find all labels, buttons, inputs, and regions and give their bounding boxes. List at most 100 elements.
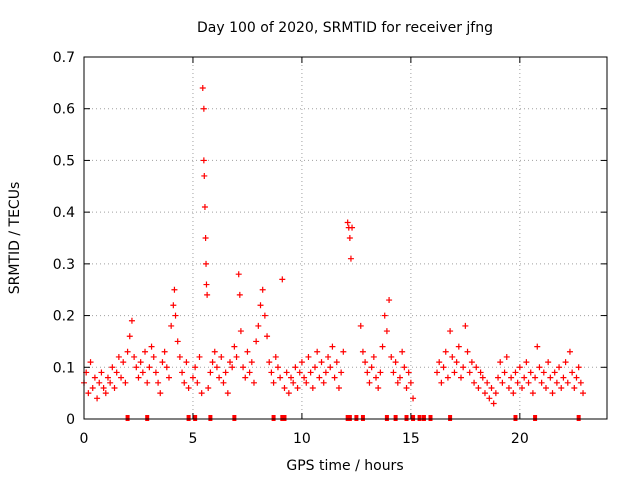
data-point [362, 359, 369, 366]
zero-marker [354, 415, 359, 421]
data-point [174, 338, 181, 345]
data-point [135, 374, 142, 381]
data-point [288, 374, 295, 381]
data-point [181, 379, 188, 386]
data-point [128, 317, 135, 324]
zero-marker [193, 415, 198, 421]
data-point [477, 369, 484, 376]
data-point [305, 353, 312, 360]
data-point [335, 384, 342, 391]
data-point [309, 384, 316, 391]
data-point [447, 328, 454, 335]
data-point [523, 359, 530, 366]
data-point [501, 369, 508, 376]
data-point [246, 369, 253, 376]
data-point [327, 364, 334, 371]
data-point [320, 379, 327, 386]
data-point [85, 390, 92, 397]
data-point [285, 390, 292, 397]
data-point [165, 374, 172, 381]
data-point [205, 384, 212, 391]
data-point [111, 384, 118, 391]
data-point [98, 369, 105, 376]
axis-ticks [83, 56, 607, 420]
y-tick-label: 0.1 [53, 360, 75, 376]
data-point [307, 369, 314, 376]
data-point [386, 297, 393, 304]
data-point [107, 379, 114, 386]
data-point [499, 379, 506, 386]
data-point [283, 369, 290, 376]
data-point [392, 359, 399, 366]
data-point [253, 338, 260, 345]
zero-marker [232, 415, 237, 421]
data-point [146, 364, 153, 371]
zero-marker [421, 415, 426, 421]
data-point [462, 322, 469, 329]
data-point [152, 369, 159, 376]
x-axis-label: GPS time / hours [286, 458, 403, 474]
data-point [199, 85, 206, 92]
zero-marker [271, 415, 276, 421]
zero-marker [513, 415, 518, 421]
zero-marker [347, 415, 352, 421]
data-point [497, 359, 504, 366]
data-point [237, 328, 244, 335]
zero-markers [125, 415, 581, 421]
zero-marker [428, 415, 433, 421]
data-point [344, 219, 351, 226]
data-point [396, 374, 403, 381]
data-point [231, 343, 238, 350]
data-point [316, 374, 323, 381]
data-point [486, 395, 493, 402]
data-point [122, 379, 129, 386]
data-point [468, 359, 475, 366]
data-point [329, 343, 336, 350]
data-point [403, 384, 410, 391]
data-point [91, 374, 98, 381]
data-point [383, 328, 390, 335]
data-point [532, 374, 539, 381]
y-tick-labels: 0 0.1 0.2 0.3 0.4 0.5 0.6 0.7 [53, 50, 75, 428]
data-point [298, 359, 305, 366]
data-point [490, 400, 497, 407]
data-point [475, 384, 482, 391]
data-point [562, 359, 569, 366]
data-point [434, 369, 441, 376]
data-point [399, 348, 406, 355]
data-point [492, 390, 499, 397]
data-point [495, 374, 502, 381]
data-point [259, 286, 266, 293]
y-tick-label: 0.6 [53, 102, 75, 118]
data-point [564, 379, 571, 386]
zero-marker [393, 415, 398, 421]
data-point [194, 379, 201, 386]
data-point [109, 364, 116, 371]
data-point [192, 364, 199, 371]
data-point [575, 364, 582, 371]
data-point [137, 359, 144, 366]
data-point [115, 353, 122, 360]
data-point [394, 379, 401, 386]
data-point [87, 359, 94, 366]
data-point [157, 390, 164, 397]
data-point [314, 348, 321, 355]
data-point [200, 157, 207, 164]
data-point [266, 359, 273, 366]
data-point [96, 379, 103, 386]
data-point [159, 359, 166, 366]
data-point [161, 348, 168, 355]
data-point [457, 374, 464, 381]
data-point [203, 260, 210, 267]
data-point [220, 379, 227, 386]
data-point [168, 322, 175, 329]
data-point [464, 348, 471, 355]
zero-marker [280, 415, 285, 421]
data-point [438, 379, 445, 386]
data-point [442, 348, 449, 355]
data-point [301, 374, 308, 381]
data-point [338, 369, 345, 376]
data-point [224, 390, 231, 397]
